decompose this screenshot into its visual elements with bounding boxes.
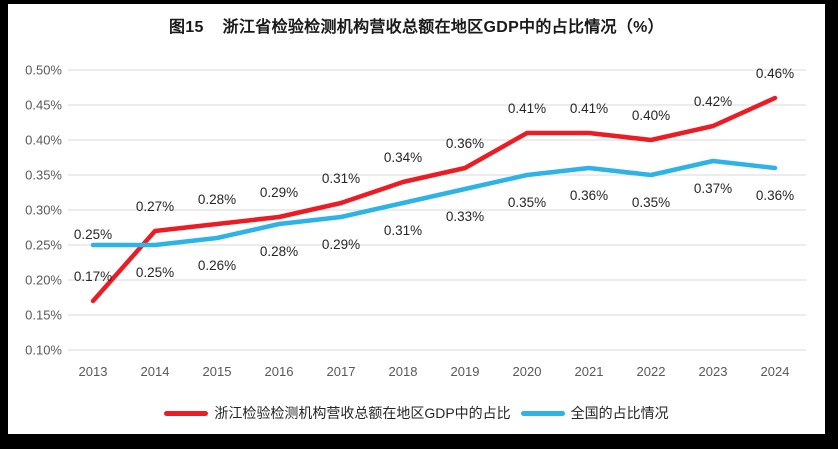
legend-line-blue-icon [520,410,565,416]
data-label: 0.35% [632,195,670,210]
data-label: 0.31% [384,223,422,238]
data-label: 0.29% [322,237,360,252]
legend-line-red-icon [164,410,209,416]
data-label: 0.36% [756,188,794,203]
x-tick-label: 2022 [637,364,666,379]
x-tick-label: 2013 [79,364,108,379]
data-label: 0.46% [756,66,794,81]
data-label: 0.35% [508,195,546,210]
x-tick-label: 2015 [203,364,232,379]
y-tick-label: 0.30% [25,203,62,218]
data-label: 0.36% [570,188,608,203]
data-label: 0.41% [508,101,546,116]
x-tick-label: 2018 [389,364,418,379]
x-tick-label: 2020 [513,364,542,379]
x-tick-label: 2019 [451,364,480,379]
data-label: 0.37% [694,181,732,196]
x-tick-label: 2023 [699,364,728,379]
data-label: 0.17% [74,269,112,284]
data-label: 0.40% [632,108,670,123]
y-tick-label: 0.20% [25,273,62,288]
data-label: 0.29% [260,185,298,200]
y-tick-label: 0.40% [25,133,62,148]
data-label: 0.28% [260,244,298,259]
x-tick-label: 2024 [761,364,790,379]
data-label: 0.42% [694,94,732,109]
x-tick-label: 2014 [141,364,170,379]
data-label: 0.27% [136,199,174,214]
data-label: 0.41% [570,101,608,116]
data-label: 0.31% [322,171,360,186]
y-tick-label: 0.10% [25,343,62,358]
data-label: 0.34% [384,150,422,165]
series-line-0 [90,95,778,304]
x-tick-label: 2017 [327,364,356,379]
x-tick-label: 2021 [575,364,604,379]
y-tick-label: 0.50% [25,63,62,78]
x-tick-label: 2016 [265,364,294,379]
legend-item-zhejiang: 浙江检验检测机构营收总额在地区GDP中的占比 [164,403,511,423]
y-tick-label: 0.15% [25,308,62,323]
y-tick-label: 0.25% [25,238,62,253]
series-line-1 [90,158,778,248]
line-chart-plot-area: 0.50% 0.45% 0.40% 0.35% 0.30% 0.25% 0.20% 0.15%… [25,63,806,379]
data-label: 0.25% [74,227,112,242]
y-tick-label: 0.45% [25,98,62,113]
data-label: 0.28% [198,192,236,207]
data-label: 0.26% [198,258,236,273]
data-label: 0.25% [136,265,174,280]
legend: 浙江检验检测机构营收总额在地区GDP中的占比 全国的占比情况 [8,403,825,423]
data-label: 0.33% [446,209,484,224]
legend-label-zhejiang: 浙江检验检测机构营收总额在地区GDP中的占比 [214,405,511,421]
legend-item-national: 全国的占比情况 [520,403,669,423]
legend-label-national: 全国的占比情况 [570,405,669,421]
y-tick-label: 0.35% [25,168,62,183]
data-label: 0.36% [446,136,484,151]
chart-title: 图15 浙江省检验检测机构营收总额在地区GDP中的占比情况（%） [169,19,664,36]
chart-frame: 图15 浙江省检验检测机构营收总额在地区GDP中的占比情况（%） 0.50% 0.… [8,4,825,434]
